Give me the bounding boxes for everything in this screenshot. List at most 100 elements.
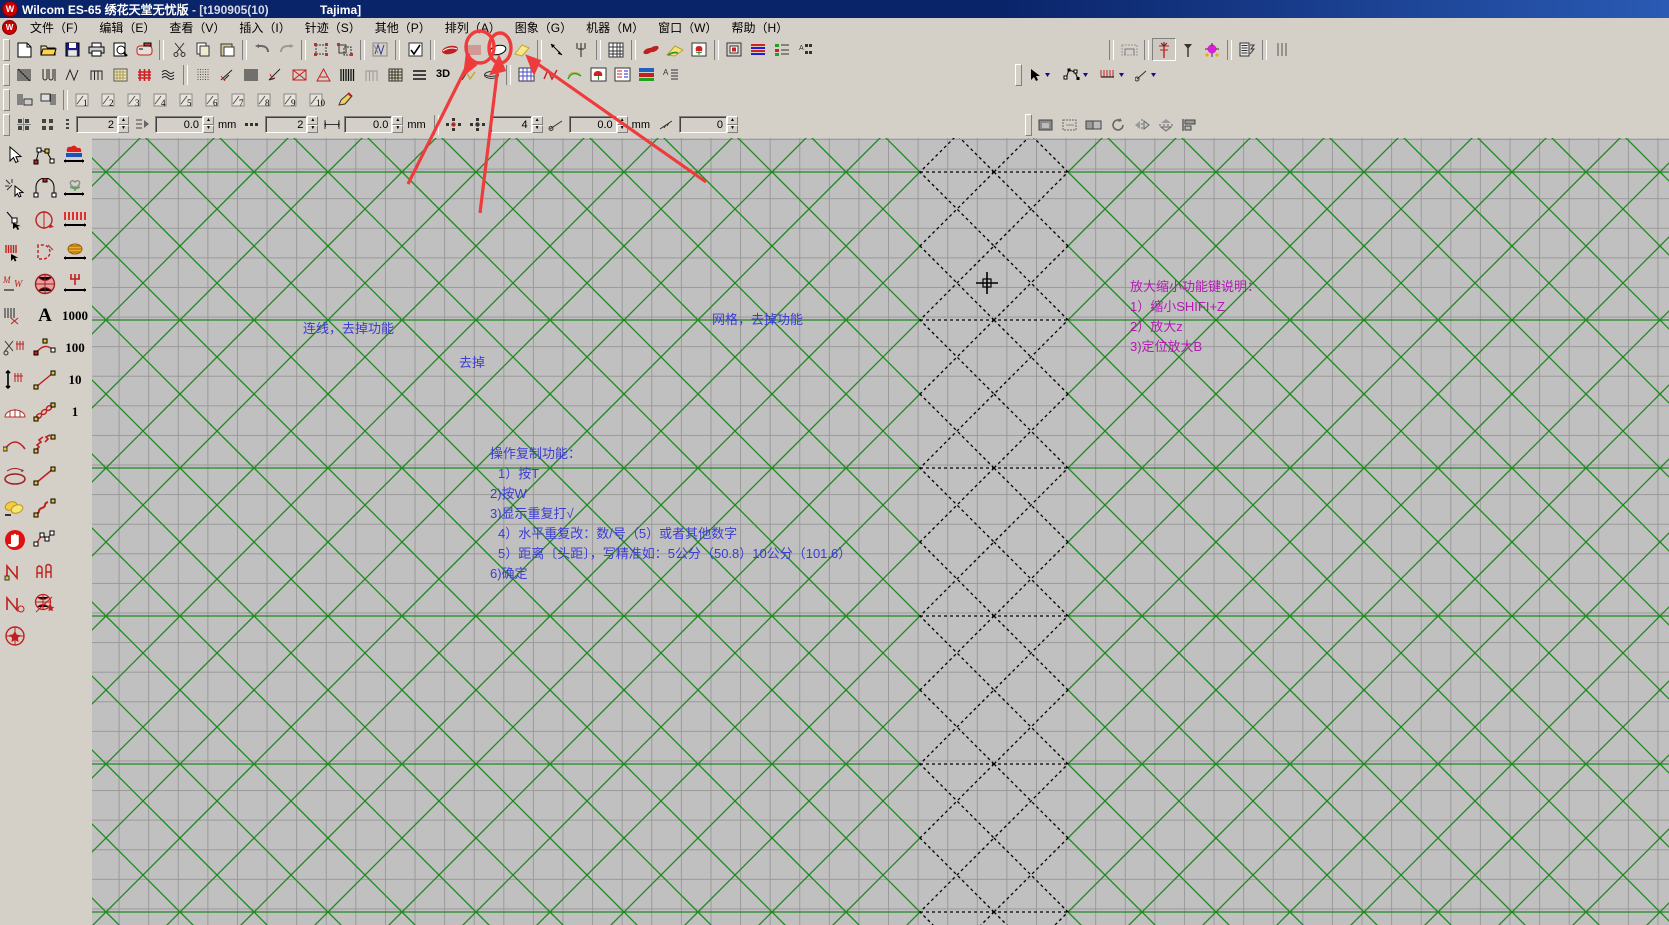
diagonal-line-tool[interactable] <box>30 460 60 492</box>
object-rotate-icon[interactable] <box>1106 113 1130 136</box>
yellow-fill-icon[interactable] <box>510 38 534 61</box>
magenta-node-icon[interactable] <box>1200 38 1224 61</box>
outline-pen-icon[interactable] <box>486 38 510 61</box>
indent-icon[interactable] <box>131 113 155 136</box>
arch-node-tool[interactable] <box>30 172 60 204</box>
red-grid-fill-icon[interactable] <box>132 63 156 86</box>
zigzag-dark-icon[interactable] <box>335 63 359 86</box>
pattern-fill-icon[interactable] <box>108 63 132 86</box>
grid-blue-icon[interactable] <box>514 63 538 86</box>
dots-icon[interactable] <box>241 113 265 136</box>
density-field[interactable]: 0 <box>678 116 727 133</box>
macro-3[interactable]: 3 <box>123 88 149 111</box>
zigzag-stitch-icon[interactable] <box>12 63 36 86</box>
machine-send-icon[interactable] <box>132 38 156 61</box>
green-yellow-icon[interactable] <box>663 38 687 61</box>
fan-shape-tool[interactable] <box>0 396 30 428</box>
gradient-tool[interactable] <box>0 492 30 524</box>
select-arrow-dropdown[interactable] <box>1024 63 1060 86</box>
stop-hand-tool[interactable] <box>0 524 30 556</box>
curve-node-tool[interactable] <box>30 332 60 364</box>
object-mirror-icon[interactable] <box>1130 113 1154 136</box>
object-flip-icon[interactable] <box>1154 113 1178 136</box>
spacing-icon[interactable] <box>60 113 76 136</box>
menu-file[interactable]: 文件（F） <box>30 20 86 35</box>
split-fill-icon[interactable] <box>263 63 287 86</box>
repeat-count-spinner[interactable]: ▲ ▼ <box>307 116 319 133</box>
toolbar-grip[interactable] <box>3 63 10 86</box>
cross-fill-icon[interactable] <box>287 63 311 86</box>
stitch-red-icon[interactable] <box>538 63 562 86</box>
zoom-100[interactable]: 100 <box>60 332 90 364</box>
measure-dropdown[interactable] <box>1132 63 1164 86</box>
needle-marker-icon[interactable] <box>1152 38 1176 61</box>
toolbar-grip[interactable] <box>3 88 10 111</box>
stitch-length-field[interactable]: 0.0 <box>155 116 203 133</box>
n-stitch-tool[interactable] <box>0 556 30 588</box>
macro-5[interactable]: 5 <box>175 88 201 111</box>
ribbon-tool[interactable] <box>30 556 60 588</box>
repeat-spacing-field[interactable]: 0.0 <box>344 116 393 133</box>
hoop-icon[interactable] <box>1117 38 1141 61</box>
stitch-count-field[interactable]: 2 <box>76 116 118 133</box>
undo-icon[interactable] <box>250 38 274 61</box>
tulip-flower-tool[interactable] <box>60 140 90 172</box>
connect-line-icon[interactable] <box>545 38 569 61</box>
align-grid2-icon[interactable] <box>36 113 60 136</box>
text-a-tool[interactable]: A <box>30 300 60 332</box>
wilcom-w-icon-menu[interactable]: W <box>2 19 17 35</box>
angle-spinner[interactable]: ▲ ▼ <box>616 116 628 133</box>
ungroup-icon[interactable] <box>333 38 357 61</box>
contour-green-icon[interactable] <box>562 63 586 86</box>
offset-spinner[interactable]: ▲ ▼ <box>531 116 543 133</box>
column-icon[interactable] <box>359 63 383 86</box>
photo-frame-icon[interactable] <box>586 63 610 86</box>
object-fill-icon[interactable] <box>1034 113 1058 136</box>
satin-leaf-icon[interactable] <box>438 38 462 61</box>
circle-star-tool[interactable] <box>0 620 30 652</box>
toolbar-grip[interactable] <box>1015 63 1022 86</box>
lines-icon[interactable] <box>407 63 431 86</box>
menu-window[interactable]: 窗口（W） <box>658 20 718 35</box>
paste-icon[interactable] <box>215 38 239 61</box>
globe-star-tool[interactable] <box>30 588 60 620</box>
pattern-dark-icon[interactable] <box>383 63 407 86</box>
wave-diag-tool[interactable] <box>30 492 60 524</box>
blue-list-icon[interactable] <box>610 63 634 86</box>
stitch-length-spinner[interactable]: ▲ ▼ <box>203 116 214 133</box>
line-node-tool[interactable] <box>30 364 60 396</box>
macro-10[interactable]: 10 <box>305 88 333 111</box>
offset-field[interactable]: 4 <box>489 116 532 133</box>
menu-stitch[interactable]: 针迹（S） <box>304 20 361 35</box>
redo-icon[interactable] <box>274 38 298 61</box>
stitch-cut-tool[interactable] <box>0 300 30 332</box>
n-stitch-tool-2[interactable] <box>0 588 30 620</box>
group-icon[interactable] <box>309 38 333 61</box>
macro-4[interactable]: 4 <box>149 88 175 111</box>
macro-6[interactable]: 6 <box>201 88 227 111</box>
menu-insert[interactable]: 插入（I） <box>239 20 291 35</box>
copy-icon[interactable] <box>191 38 215 61</box>
run-stitch-icon[interactable] <box>60 63 84 86</box>
save-disk-icon[interactable] <box>60 38 84 61</box>
stitch-count-spinner[interactable]: ▲ ▼ <box>118 116 129 133</box>
needle-dark-icon[interactable] <box>1176 38 1200 61</box>
zigzag-pointer-tool[interactable] <box>0 236 30 268</box>
fork-tool[interactable] <box>60 268 90 300</box>
print-preview-icon[interactable] <box>108 38 132 61</box>
macro-edit-icon[interactable] <box>333 88 357 111</box>
menu-other[interactable]: 其他（P） <box>374 20 431 35</box>
red-wave-tool[interactable] <box>60 204 90 236</box>
scissors-needle-tool[interactable] <box>0 332 30 364</box>
toolbar-grip[interactable] <box>3 38 10 61</box>
toolbar-grip[interactable] <box>3 113 10 136</box>
shell-tool[interactable] <box>60 236 90 268</box>
reshape-node-dropdown[interactable] <box>1060 63 1096 86</box>
zoom-1[interactable]: 1 <box>60 396 90 428</box>
repeat-spacing-spinner[interactable]: ▲ ▼ <box>392 116 404 133</box>
macro-7[interactable]: 7 <box>227 88 253 111</box>
color-list-icon[interactable] <box>770 38 794 61</box>
menu-help[interactable]: 帮助（H） <box>731 20 789 35</box>
auto-split-icon[interactable] <box>215 63 239 86</box>
angle-icon[interactable] <box>545 113 569 136</box>
